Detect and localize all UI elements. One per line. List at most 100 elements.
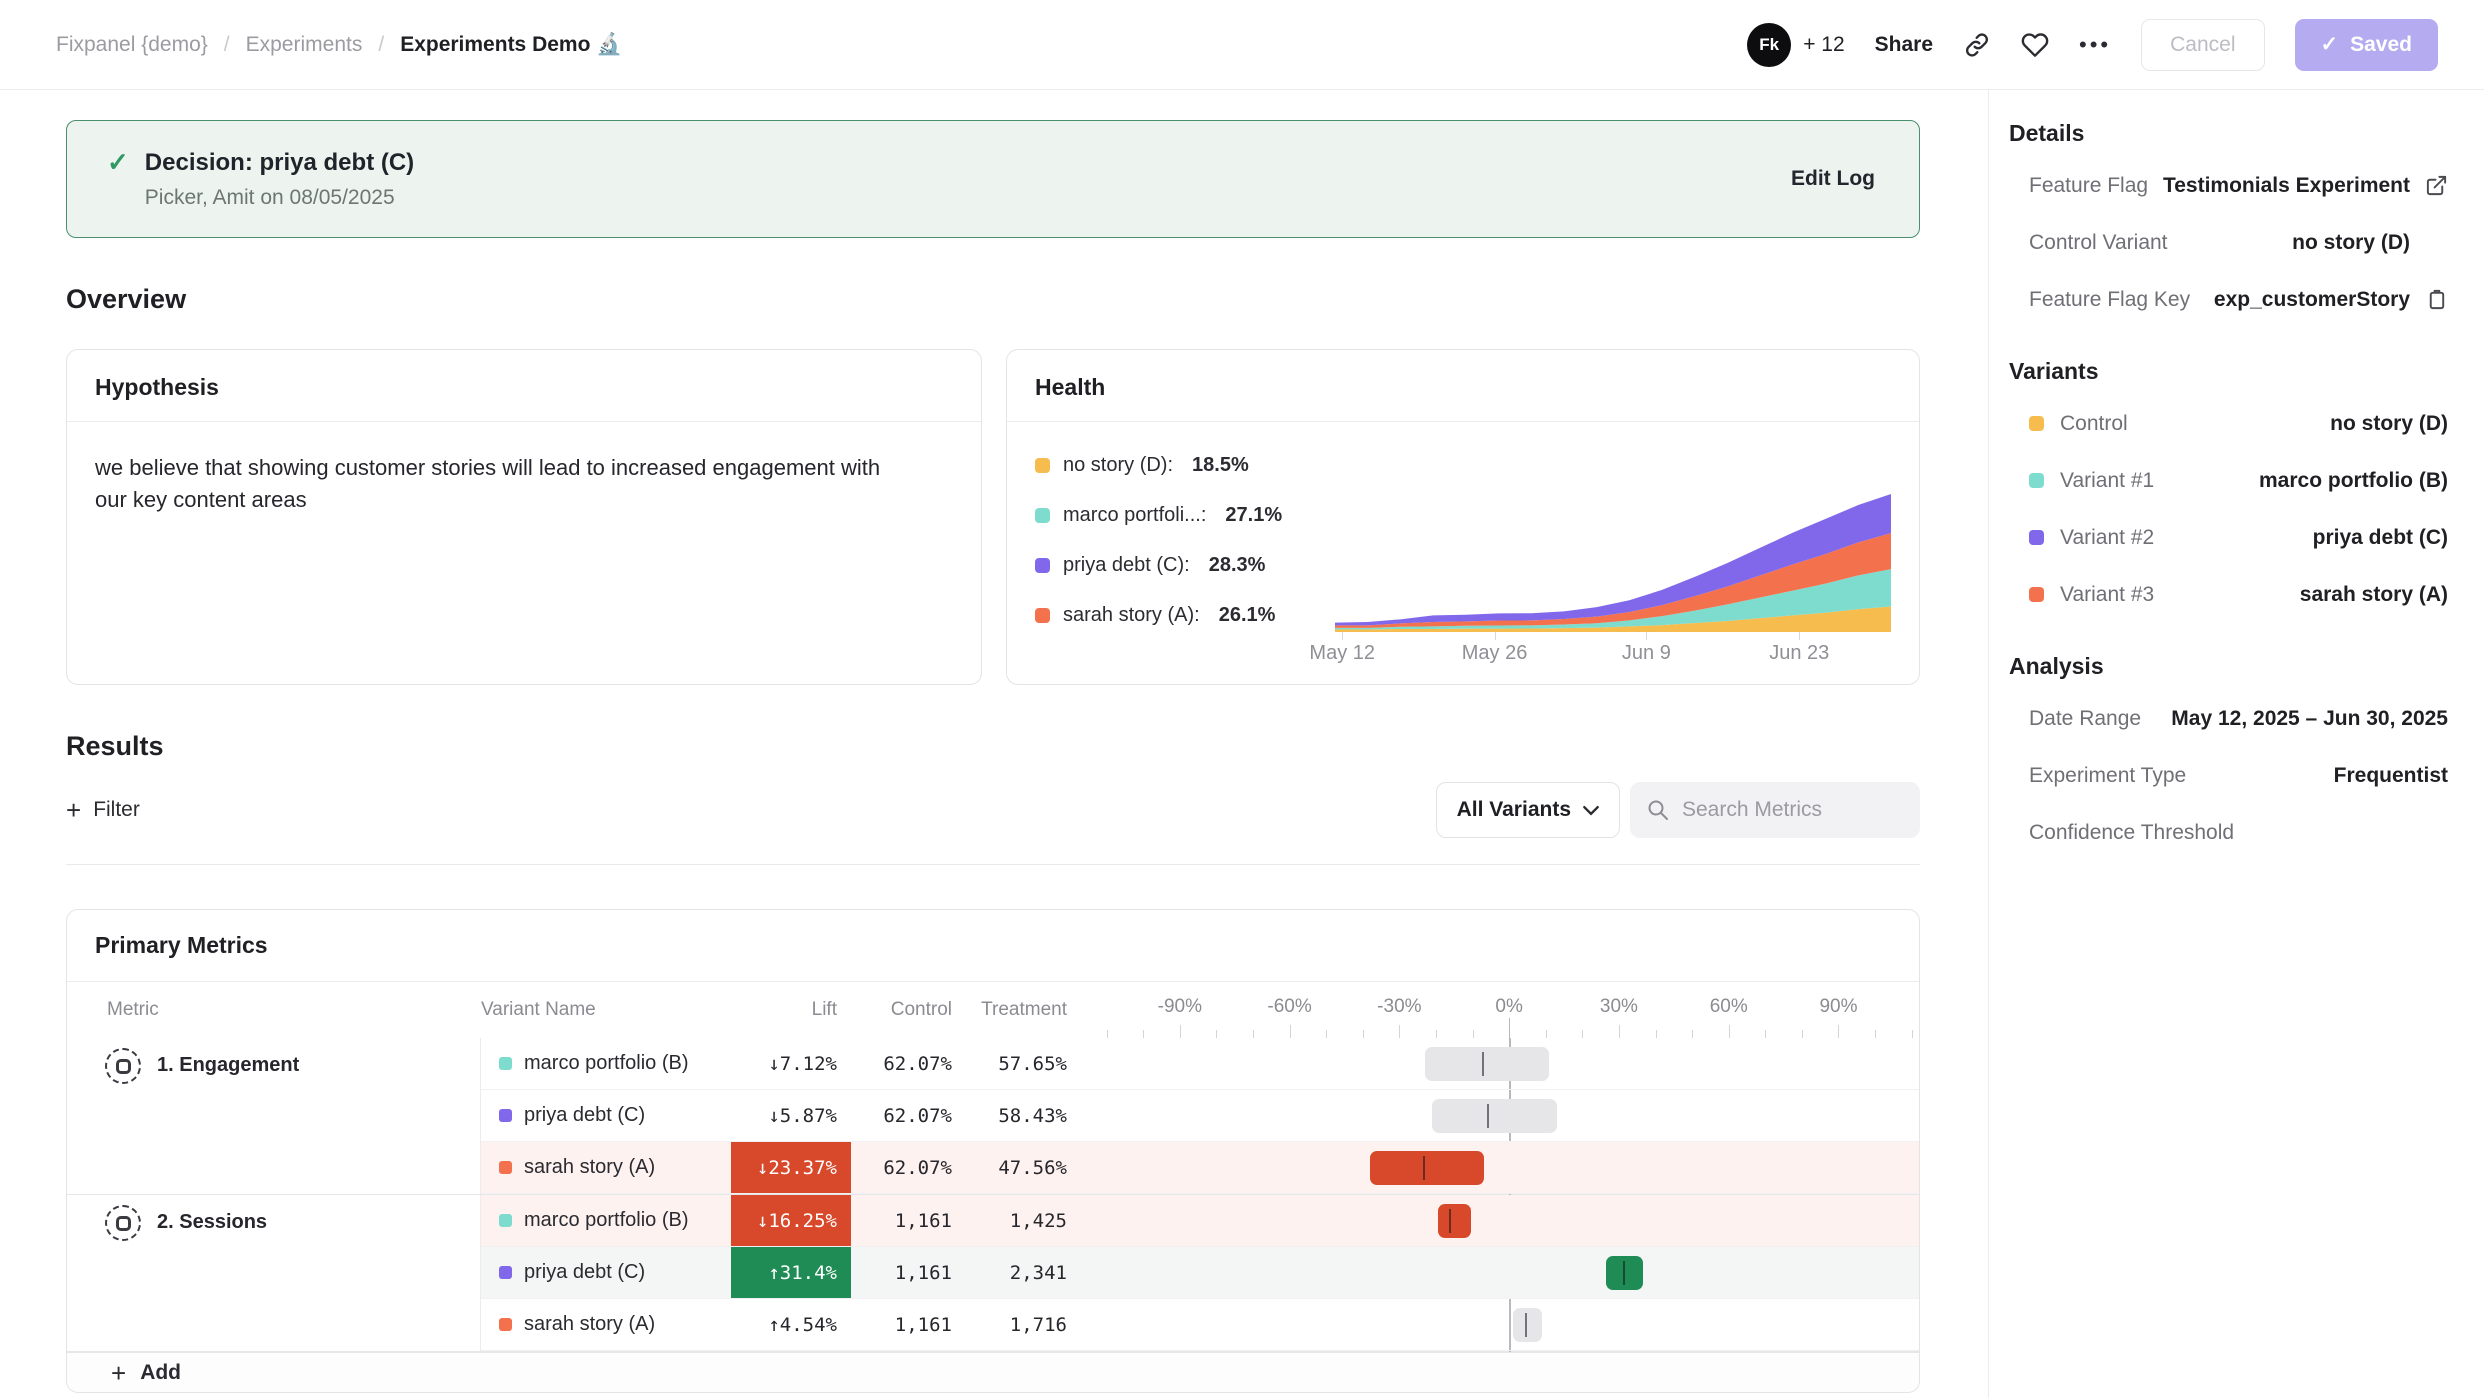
table-row[interactable]: marco portfolio (B) ↓7.12% 62.07% 57.65% [481, 1038, 1919, 1090]
variants-dropdown-label: All Variants [1456, 798, 1571, 821]
variant-color-swatch [2029, 473, 2044, 488]
legend-swatch [1035, 558, 1050, 573]
stacked-area-svg [1335, 494, 1891, 632]
detail-label: Feature Flag Key [2029, 287, 2191, 311]
column-header-treatment: Treatment [981, 999, 1067, 1020]
column-header-control: Control [890, 999, 952, 1020]
avatar[interactable]: Fk [1747, 22, 1792, 67]
metric-name: 2. Sessions [157, 1211, 268, 1233]
search-metrics-input[interactable] [1682, 798, 1904, 822]
favorite-button[interactable] [2021, 31, 2049, 59]
check-icon: ✓ [2320, 33, 2339, 56]
heart-icon [2021, 31, 2049, 59]
lift-value: ↓5.87% [768, 1104, 837, 1127]
collaborator-count: + 12 [1803, 32, 1845, 56]
plus-icon: + [66, 795, 82, 825]
table-row[interactable]: sarah story (A) ↓23.37% 62.07% 47.56% [481, 1142, 1919, 1194]
saved-button-label: Saved [2350, 32, 2412, 56]
metric-cell[interactable]: 2. Sessions [67, 1195, 481, 1351]
detail-row-feature-flag: Feature Flag Testimonials Experiment [2009, 157, 2448, 214]
add-metric-button[interactable]: + Add [67, 1352, 1919, 1392]
metric-cell[interactable]: 1. Engagement [67, 1038, 481, 1194]
analysis-value: Frequentist [2333, 763, 2448, 787]
variant-color-swatch [2029, 530, 2044, 545]
legend-label: marco portfoli...: [1063, 504, 1207, 526]
health-legend: no story (D): 18.5% marco portfoli...: 2… [1035, 444, 1335, 668]
details-section: Details Feature Flag Testimonials Experi… [2009, 120, 2448, 328]
table-row[interactable]: priya debt (C) ↑31.4% 1,161 2,341 [481, 1247, 1919, 1299]
hypothesis-card: Hypothesis we believe that showing custo… [66, 349, 982, 685]
confidence-interval-bar [1081, 1299, 1919, 1350]
control-value: 62.07% [883, 1104, 952, 1127]
analysis-label: Date Range [2029, 706, 2142, 730]
decision-banner: ✓ Decision: priya debt (C) Picker, Amit … [66, 120, 1920, 238]
legend-item: marco portfoli...: 27.1% [1035, 504, 1335, 527]
breadcrumb-separator: / [378, 32, 385, 56]
results-heading: Results [66, 731, 164, 761]
table-row[interactable]: sarah story (A) ↑4.54% 1,161 1,716 [481, 1299, 1919, 1351]
control-value: 1,161 [894, 1313, 952, 1336]
overview-heading: Overview [66, 284, 187, 314]
variant-row-1: Variant #1 marco portfolio (B) [2009, 452, 2448, 509]
variant-color-swatch [499, 1214, 512, 1227]
variant-color-swatch [2029, 416, 2044, 431]
search-metrics-box[interactable] [1630, 782, 1920, 838]
legend-value: 26.1% [1218, 604, 1276, 626]
analysis-section: Analysis Date Range May 12, 2025 – Jun 3… [2009, 653, 2448, 861]
health-title: Health [1035, 374, 1106, 400]
variant-row-2: Variant #2 priya debt (C) [2009, 509, 2448, 566]
variant-name: marco portfolio (B) [524, 1052, 689, 1074]
analysis-value: May 12, 2025 – Jun 30, 2025 [2171, 706, 2448, 730]
control-value: 1,161 [894, 1261, 952, 1284]
variant-value: marco portfolio (B) [2259, 468, 2448, 492]
share-button[interactable]: Share [1874, 32, 1934, 56]
variant-row-control: Control no story (D) [2009, 395, 2448, 452]
variant-value: no story (D) [2330, 411, 2448, 435]
variant-value: sarah story (A) [2299, 582, 2448, 606]
copy-icon[interactable] [2410, 288, 2448, 311]
treatment-value: 2,341 [1009, 1261, 1067, 1284]
link-icon [1963, 31, 1991, 59]
variant-name: sarah story (A) [524, 1156, 656, 1178]
analysis-label: Confidence Threshold [2029, 820, 2235, 844]
legend-label: sarah story (A): [1063, 604, 1200, 626]
primary-metrics-title: Primary Metrics [67, 910, 1919, 982]
detail-row-feature-flag-key: Feature Flag Key exp_customerStory [2009, 271, 2448, 328]
top-bar: Fixpanel {demo} / Experiments / Experime… [0, 0, 2484, 90]
variants-section: Variants Control no story (D) Variant #1… [2009, 358, 2448, 623]
external-link-icon[interactable] [2410, 174, 2448, 197]
variant-name: sarah story (A) [524, 1313, 656, 1335]
lift-value: ↑4.54% [768, 1313, 837, 1336]
variant-color-swatch [2029, 587, 2044, 602]
add-metric-label: Add [140, 1360, 182, 1384]
more-menu-button[interactable]: ••• [2079, 32, 2111, 58]
table-row[interactable]: priya debt (C) ↓5.87% 62.07% 58.43% [481, 1090, 1919, 1142]
plus-icon: + [111, 1357, 127, 1388]
variant-name: marco portfolio (B) [524, 1209, 689, 1231]
add-filter-button[interactable]: + Filter [66, 797, 140, 823]
saved-button[interactable]: ✓ Saved [2294, 18, 2438, 71]
health-card: Health no story (D): 18.5% marco portf [1006, 349, 1920, 685]
table-row[interactable]: marco portfolio (B) ↓16.25% 1,161 1,425 [481, 1195, 1919, 1247]
variant-label: Variant #2 [2060, 525, 2155, 549]
copy-link-button[interactable] [1963, 31, 1991, 59]
treatment-value: 58.43% [998, 1104, 1067, 1127]
breadcrumb-experiments[interactable]: Experiments [245, 32, 363, 56]
legend-label: priya debt (C): [1063, 554, 1190, 576]
cancel-button[interactable]: Cancel [2141, 18, 2265, 71]
metric-icon [105, 1048, 141, 1084]
variant-row-3: Variant #3 sarah story (A) [2009, 566, 2448, 623]
control-value: 62.07% [883, 1052, 952, 1075]
breadcrumb-separator: / [223, 32, 230, 56]
breadcrumb-project[interactable]: Fixpanel {demo} [56, 32, 208, 56]
edit-log-button[interactable]: Edit Log [1791, 167, 1875, 190]
detail-label: Feature Flag [2029, 173, 2149, 197]
metric-group-sessions: 2. Sessions marco portfolio (B) ↓16.25% … [67, 1195, 1919, 1352]
column-header-metric: Metric [107, 999, 159, 1020]
variants-dropdown[interactable]: All Variants [1435, 782, 1620, 838]
variant-color-swatch [499, 1109, 512, 1122]
health-x-axis: May 12 May 26 Jun 9 Jun 23 [1309, 632, 1891, 668]
results-toolbar: + Filter All Variants [66, 782, 1920, 838]
legend-value: 18.5% [1192, 454, 1249, 476]
